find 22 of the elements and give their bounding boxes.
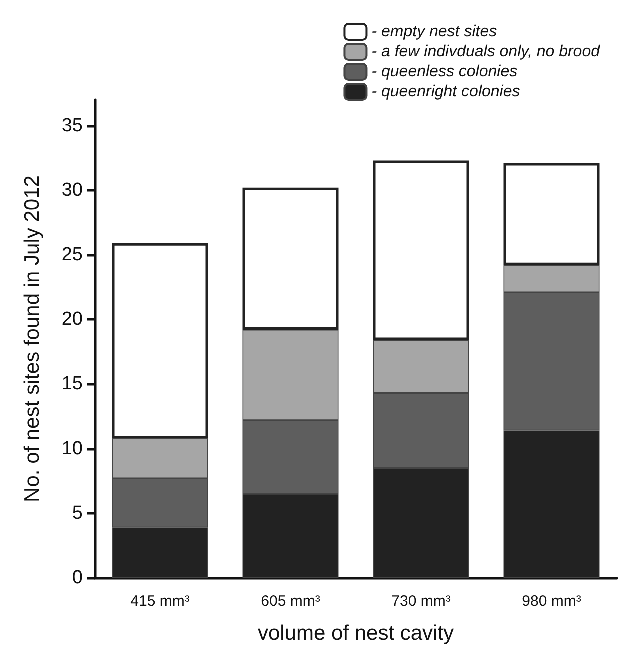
y-tick-label: 5 [72,502,83,524]
legend-label: - queenless colonies [372,64,518,80]
y-tick-label: 25 [62,244,83,266]
bar [373,160,470,340]
y-tick-label: 10 [62,438,83,460]
x-tick-label: 605 mm³ [261,593,320,610]
x-tick-label: 980 mm³ [522,593,582,610]
bar [112,243,208,438]
y-tick-label: 0 [72,568,83,588]
legend-label: - a few indivduals only, no brood [372,44,602,60]
legend-label: - queenright colonies [372,84,520,100]
x-tick-label: 415 mm³ [130,593,190,610]
x-axis-title: volume of nest cavity [258,622,455,645]
y-tick-label: 35 [62,115,83,136]
y-tick-label: 15 [62,374,83,395]
bar [242,188,339,330]
bar [504,163,600,266]
y-tick-label: 20 [62,309,83,330]
y-axis-title: No. of nest sites found in July 2012 [21,176,44,502]
x-tick-label: 730 mm³ [392,593,451,610]
legend-label: - empty nest sites [372,24,498,40]
y-tick-label: 30 [62,180,83,201]
